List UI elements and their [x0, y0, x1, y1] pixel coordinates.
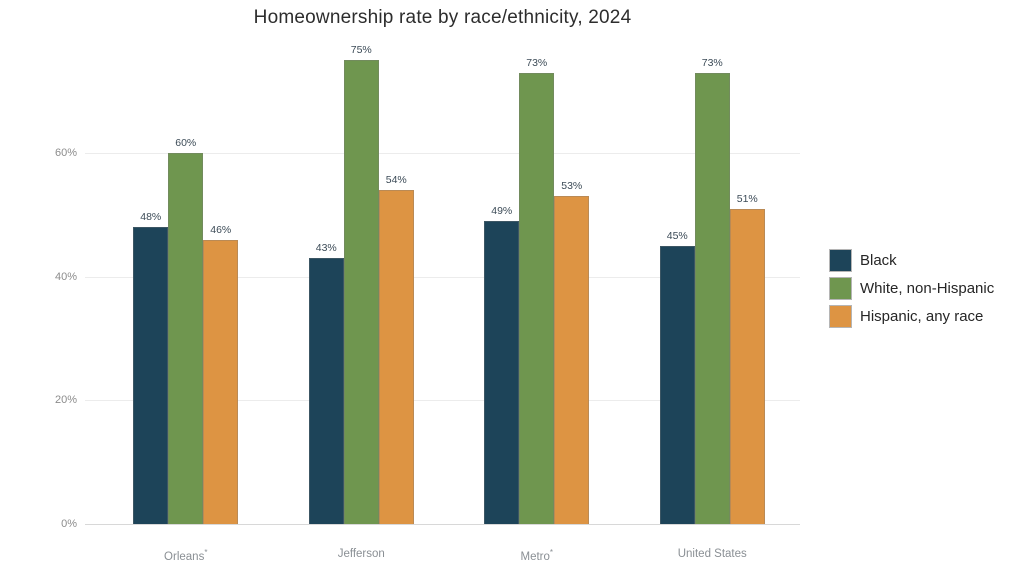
bar-value-label: 53%	[561, 180, 583, 193]
bar-group: 48% 60% 46%	[98, 40, 274, 524]
footnote-marker: *	[549, 548, 554, 557]
bar: 48%	[133, 211, 169, 524]
bar: 43%	[308, 242, 344, 524]
bar-value-label: 51%	[736, 192, 758, 205]
bar: 46%	[203, 224, 239, 524]
bar: 75%	[343, 44, 379, 524]
bar-value-label: 75%	[350, 44, 372, 57]
gridline	[85, 276, 800, 278]
bar: 73%	[694, 57, 730, 524]
bar-value-label: 60%	[175, 137, 197, 150]
legend-item: White, non-Hispanic	[829, 277, 994, 300]
legend-item: Hispanic, any race	[829, 305, 994, 328]
legend-swatch	[829, 277, 852, 300]
chart-title: Homeownership rate by race/ethnicity, 20…	[253, 7, 632, 28]
legend-item: Black	[829, 249, 994, 272]
footnote-marker: *	[204, 548, 208, 557]
bar-value-label: 45%	[666, 229, 688, 242]
bar: 51%	[729, 193, 765, 524]
legend: Black White, non-Hispanic Hispanic, any ra…	[829, 249, 994, 328]
bar: 60%	[168, 137, 204, 524]
bar: 54%	[378, 174, 414, 524]
legend-label: White, non-Hispanic	[860, 280, 995, 297]
legend-label: Black	[860, 252, 897, 269]
bar: 73%	[519, 57, 555, 524]
bar: 49%	[484, 205, 520, 524]
x-axis-category-label: Orleans*	[164, 548, 208, 563]
gridline	[85, 153, 800, 155]
bar-group: 49% 73% 53%	[449, 40, 625, 524]
legend-label: Hispanic, any race	[860, 308, 984, 325]
legend-swatch	[829, 305, 852, 328]
bar-group: 43% 75% 54%	[274, 40, 450, 524]
x-axis-category-label: Metro*	[520, 548, 554, 563]
bar-value-label: 43%	[315, 242, 337, 255]
bar-group: 45% 73% 51%	[625, 40, 801, 524]
bar: 45%	[659, 230, 695, 524]
bar-value-label: 73%	[701, 56, 723, 69]
bar-value-label: 49%	[491, 205, 513, 218]
bar-value-label: 54%	[385, 174, 407, 187]
bar-groups: 48% 60% 46% 43% 75% 54% 49% 73% 53% 45% 73% 51%	[85, 40, 800, 524]
bar: 53%	[554, 180, 590, 524]
legend-swatch	[829, 249, 852, 272]
x-axis-category-label: Jefferson	[337, 548, 385, 560]
y-axis-tick-label: 0%	[61, 518, 77, 530]
bar-value-label: 48%	[140, 211, 162, 224]
x-axis: Orleans* Jefferson Metro* United States	[85, 548, 800, 563]
bar-value-label: 73%	[526, 56, 548, 69]
gridline	[85, 400, 800, 402]
y-axis-tick-label: 60%	[54, 147, 77, 160]
gridline	[85, 524, 800, 525]
plot-area: 0% 20% 40% 60% 48% 60% 46% 43% 75% 54% 49% 73% 53% 4…	[55, 40, 800, 530]
x-axis-category-label: United States	[677, 548, 747, 560]
bar-value-label: 46%	[210, 223, 232, 236]
y-axis-tick-label: 40%	[54, 270, 77, 283]
y-axis-tick-label: 20%	[54, 394, 77, 407]
